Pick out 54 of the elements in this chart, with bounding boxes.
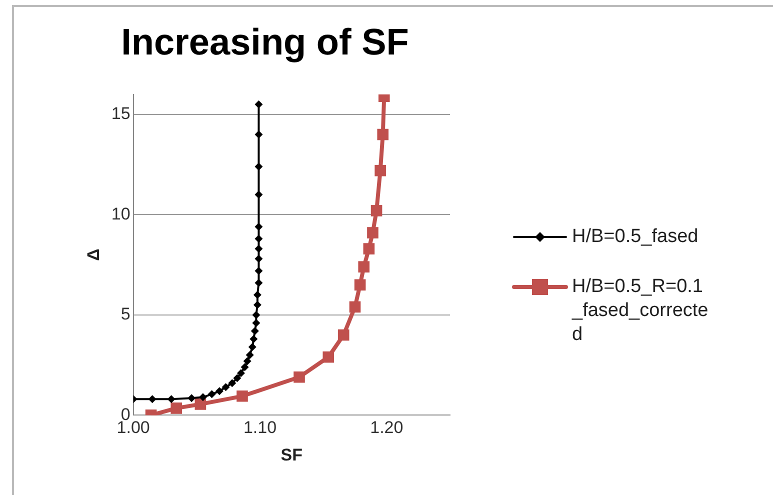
- point: [254, 266, 263, 275]
- x-tick-label: 1.20: [370, 418, 404, 438]
- point: [254, 190, 263, 199]
- point: [228, 379, 236, 388]
- point: [246, 351, 254, 360]
- point: [167, 395, 176, 404]
- point: [377, 128, 389, 140]
- point: [367, 227, 378, 238]
- point: [338, 329, 350, 341]
- point: [194, 398, 206, 410]
- point: [374, 164, 386, 176]
- point: [349, 301, 361, 313]
- y-tick-label: 15: [111, 104, 130, 124]
- point: [215, 387, 224, 396]
- point: [250, 335, 258, 344]
- point: [254, 162, 263, 171]
- x-axis-title: SF: [280, 445, 303, 464]
- point: [294, 371, 305, 383]
- point: [254, 244, 263, 253]
- y-tick-label: 5: [120, 304, 130, 324]
- point: [354, 279, 366, 291]
- point: [188, 394, 196, 402]
- chart-title: Increasing of SF: [121, 21, 409, 62]
- point: [254, 222, 263, 231]
- point: [363, 243, 375, 254]
- y-axis-title: Δ: [84, 248, 103, 261]
- point: [243, 357, 252, 366]
- point: [222, 383, 230, 392]
- point: [198, 393, 207, 402]
- point: [170, 402, 182, 414]
- point: [236, 390, 248, 402]
- point: [240, 363, 249, 372]
- y-tick-label: 10: [111, 204, 130, 224]
- point: [248, 343, 256, 352]
- point: [254, 100, 263, 108]
- point: [254, 234, 263, 243]
- legend-label: H/B=0.5_R=0.1_fased_corrected: [572, 275, 710, 347]
- point: [236, 369, 245, 378]
- point: [322, 351, 334, 363]
- point: [148, 395, 156, 404]
- point: [358, 261, 370, 272]
- x-tick-label: 1.10: [243, 418, 277, 438]
- point: [252, 318, 260, 327]
- point: [370, 205, 382, 216]
- point: [253, 290, 262, 299]
- point: [254, 254, 263, 263]
- legend-label: H/B=0.5_fased: [572, 225, 698, 249]
- point: [208, 390, 216, 398]
- point: [254, 278, 263, 287]
- point: [254, 130, 263, 138]
- point: [253, 300, 262, 309]
- point: [252, 310, 260, 319]
- point: [233, 374, 242, 382]
- point: [250, 326, 259, 335]
